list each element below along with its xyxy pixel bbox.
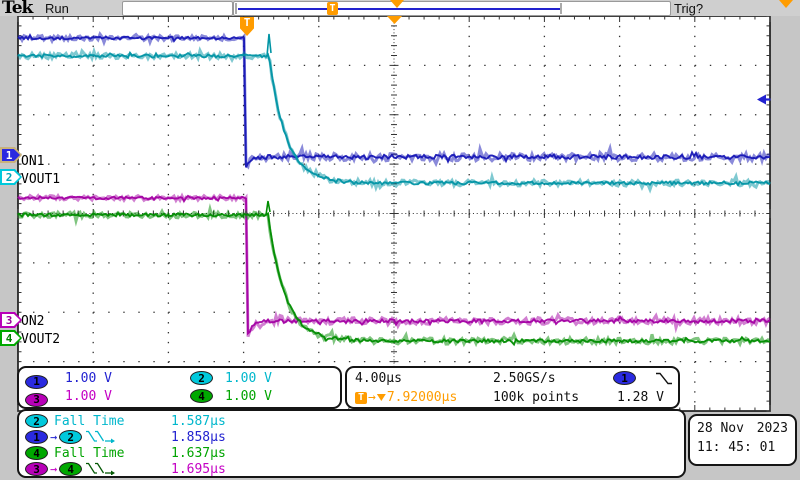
record-window-bracket-left (235, 3, 237, 14)
channel4-position-marker[interactable]: 4 (0, 330, 22, 346)
channel4-badge: 4 (59, 462, 83, 476)
measurement-row-2: 1 → 2 1.858µs (25, 429, 684, 445)
waveform-label-vout2: VOUT2 (21, 332, 61, 347)
channel3-position-marker[interactable]: 3 (0, 312, 22, 328)
channel3-scale: 1.00 V (65, 389, 112, 404)
channel4-badge[interactable]: 4 (190, 389, 213, 403)
measurement-label: Fall Time (54, 445, 125, 461)
delay-arrow: → (50, 462, 58, 476)
channel3-badge[interactable]: 3 (25, 392, 48, 407)
message-area (122, 1, 233, 16)
trigger-level: 1.28 V (617, 390, 664, 405)
measurement-row-1: 2 Fall Time 1.587µs (25, 413, 684, 429)
timebase-trigger-readout[interactable]: 4.00µs 2.50GS/s 1 T → 7.92000µs 100k point… (345, 366, 680, 409)
channel2-badge: 2 (25, 414, 48, 428)
record-window-bracket-right (560, 3, 562, 14)
channel1-badge: 1 (25, 430, 48, 444)
measurement-value: 1.587µs (171, 413, 226, 429)
trigger-delay-value: 7.92000µs (386, 390, 458, 405)
falling-edge-icon (655, 372, 673, 389)
channel4-badge: 4 (25, 446, 48, 460)
sample-rate: 2.50GS/s (493, 371, 556, 386)
waveform-label-on1: ON1 (21, 154, 45, 169)
fall-fall-delay-icon (85, 460, 116, 479)
record-waveform-line (238, 8, 560, 10)
fall-fall-delay-icon (85, 428, 116, 447)
trigger-status: Trig? (674, 1, 704, 16)
measurement-row-3: 4 Fall Time 1.637µs (25, 445, 684, 461)
channel2-badge[interactable]: 2 (190, 371, 213, 385)
channel2-badge: 2 (59, 430, 83, 444)
measurement-value: 1.637µs (171, 445, 226, 461)
measurement-row-4: 3 → 4 1.695µs (25, 461, 684, 477)
expansion-point-icon (387, 16, 402, 24)
record-trigger-flag-icon[interactable]: T (327, 2, 338, 15)
waveform-label-vout1: VOUT1 (21, 172, 61, 187)
measurement-label: Fall Time (54, 413, 125, 429)
tek-logo: Tek (2, 0, 33, 18)
channel1-scale: 1.00 V (65, 371, 112, 386)
channel2-scale: 1.00 V (225, 371, 272, 386)
channel2-position-marker[interactable]: 2 (0, 169, 22, 185)
timebase-scale: 4.00µs (355, 371, 402, 386)
delay-arrow: → (368, 390, 376, 405)
channel1-badge[interactable]: 1 (25, 374, 48, 389)
datetime-readout: 28 Nov 2023 11: 45: 01 (688, 414, 797, 466)
channel4-scale: 1.00 V (225, 389, 272, 404)
date-label: 28 Nov (697, 421, 744, 436)
time-label: 11: 45: 01 (697, 440, 776, 455)
channel1-position-marker[interactable]: 1 (0, 147, 22, 163)
trigger-position-flag-icon[interactable]: T (240, 17, 254, 36)
expansion-point-icon-topbar (390, 0, 404, 8)
trigger-source-badge: 1 (613, 371, 636, 385)
trigger-delay-readout: T → 7.92000µs (355, 390, 457, 405)
measurement-value: 1.858µs (171, 429, 226, 445)
measurement-value: 1.695µs (171, 461, 226, 477)
expansion-point-small-icon (376, 394, 386, 401)
trigger-flag-icon: T (355, 391, 367, 404)
acquisition-status: Run (45, 1, 69, 16)
menu-indicator-icon (779, 0, 793, 8)
year-label: 2023 (756, 421, 788, 436)
measurement-readout[interactable]: 2 Fall Time 1.587µs 1 → 2 1.858µs 4 Fall… (17, 409, 686, 478)
top-status-bar: Tek Run T Trig? (0, 0, 800, 18)
record-view-bar[interactable]: T (233, 1, 671, 16)
record-length: 100k points (493, 390, 580, 405)
channel-scale-readout[interactable]: 1 1.00 V 2 1.00 V 3 1.00 V 4 1.00 V (17, 366, 342, 409)
delay-arrow: → (50, 430, 58, 444)
channel3-badge: 3 (25, 462, 48, 476)
waveform-label-on2: ON2 (21, 314, 45, 329)
